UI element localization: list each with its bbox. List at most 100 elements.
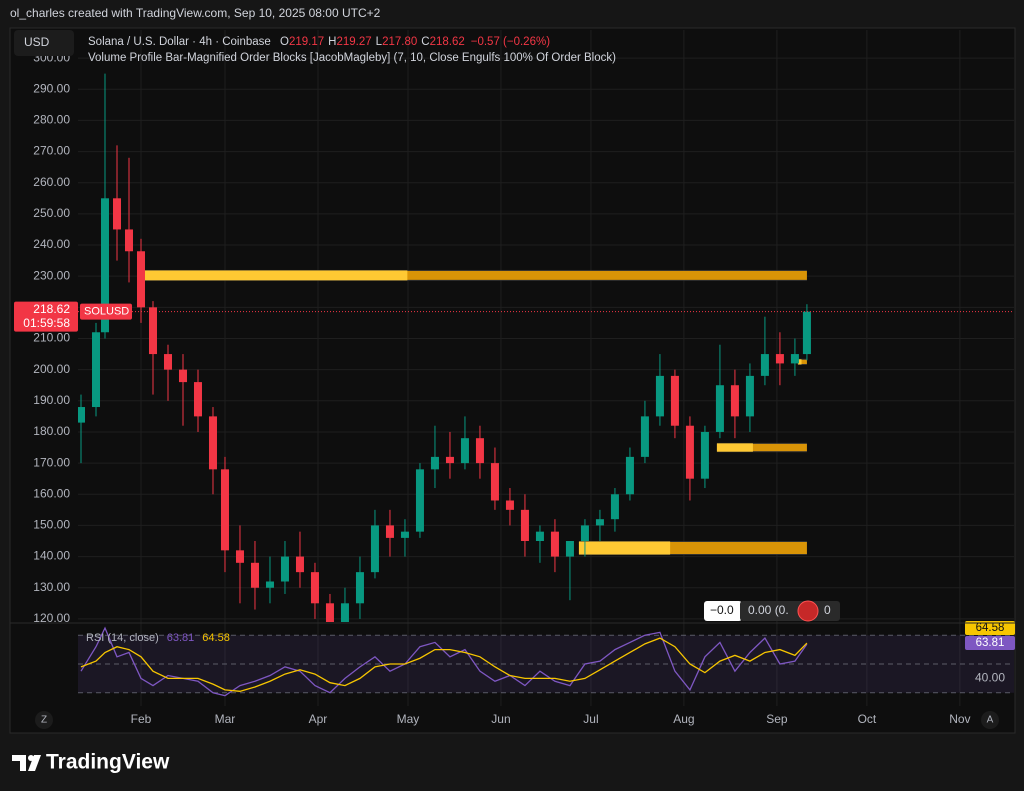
overlay-box (704, 601, 742, 621)
candle-body (136, 251, 145, 308)
y-tick-label: 280.00 (33, 113, 70, 127)
candle-body (385, 525, 394, 538)
candle-body (148, 307, 157, 355)
y-tick-label: 250.00 (33, 206, 70, 220)
ohlc-key: O (280, 36, 289, 48)
candle-body (475, 438, 484, 464)
x-tick-label: Mar (215, 712, 236, 726)
order-block-volume-peak (716, 443, 753, 452)
rsi-title: RSI (14, close) (86, 632, 159, 644)
candle-body (550, 531, 559, 557)
candle-body (760, 354, 769, 376)
currency[interactable]: USD (24, 35, 50, 49)
candle-body (505, 500, 514, 510)
candle-body (640, 416, 649, 457)
overlay-text: −0.0 (710, 603, 734, 617)
candle-body (625, 456, 634, 495)
candle-body (775, 354, 784, 364)
symbol: Solana / U.S. Dollar · 4h · Coinbase (88, 36, 271, 48)
candle-body (178, 369, 187, 383)
candle-body (715, 385, 724, 432)
candle-body (445, 456, 454, 464)
candle-body (355, 572, 364, 604)
x-tick-label: Aug (673, 712, 694, 726)
rsi-line (80, 626, 808, 697)
x-tick-label: May (397, 712, 420, 726)
candle-body (370, 525, 379, 573)
order-block-volume-peak (797, 359, 802, 365)
candle-body (280, 556, 289, 582)
candle-body (430, 456, 439, 470)
currency-button[interactable] (14, 30, 74, 56)
control-label[interactable]: A (987, 715, 994, 726)
y-tick-label: 160.00 (33, 486, 70, 500)
symbol-line: Solana / U.S. Dollar · 4h · Coinbase O21… (88, 36, 550, 48)
candle-body (802, 311, 811, 355)
candle-body (310, 572, 319, 604)
flag-icon[interactable] (797, 600, 819, 622)
y-tick-label: 230.00 (33, 268, 70, 282)
ohlc-key: C (421, 36, 429, 48)
countdown: 01:59:58 (23, 316, 70, 330)
y-tick-label: 40.00 (975, 671, 1005, 685)
y-tick-label: 270.00 (33, 144, 70, 158)
ohlc-value: 219.17 (289, 36, 324, 48)
change: −0.57 (−0.26%) (471, 36, 550, 48)
control-button[interactable] (35, 711, 53, 729)
ohlc-key: H (328, 36, 336, 48)
candle-body (340, 603, 349, 622)
candle-body (235, 550, 244, 563)
candle-body (460, 438, 469, 464)
candle-body (163, 354, 172, 370)
x-tick-label: Jun (491, 712, 510, 726)
candle-body (208, 416, 217, 470)
rsi-legend: RSI (14, close) 63.81 64.58 (86, 632, 230, 644)
overlay-text: 0 (824, 603, 831, 617)
control-label[interactable]: Z (41, 715, 47, 726)
candles (78, 73, 1014, 622)
y-tick-label: 200.00 (33, 362, 70, 376)
ohlc-value: 217.80 (382, 36, 417, 48)
order-block-volume (140, 270, 807, 280)
candle-body (78, 407, 85, 423)
candle-body (415, 469, 424, 532)
rsi-value-label: 63.81 (976, 637, 1005, 649)
ohlc-value: 218.62 (430, 36, 465, 48)
ohlc-value: 219.27 (336, 36, 371, 48)
candle-body (400, 531, 409, 538)
y-tick-label: 190.00 (33, 393, 70, 407)
candle-body (193, 382, 202, 417)
candle-body (790, 354, 799, 364)
x-tick-label: Sep (766, 712, 788, 726)
y-tick-label: 240.00 (33, 237, 70, 251)
candle-body (565, 540, 574, 557)
candle-body (670, 375, 679, 426)
candle-body (265, 581, 274, 588)
rsi-line (80, 637, 808, 692)
candle-body (295, 556, 304, 573)
brand-icon-dot (28, 755, 34, 761)
y-tick-label: 210.00 (33, 331, 70, 345)
caption: ol_charles created with TradingView.com,… (10, 6, 381, 20)
y-tick-label: 290.00 (33, 81, 70, 95)
candle-body (595, 519, 604, 526)
price-label-box (14, 301, 78, 332)
control-button[interactable] (981, 711, 999, 729)
x-tick-label: Feb (131, 712, 152, 726)
candle-body (91, 332, 100, 408)
candle-body (250, 562, 259, 588)
order-block-volume (797, 359, 807, 364)
x-tick-label: Nov (949, 712, 970, 726)
x-tick-label: Apr (309, 712, 328, 726)
y-tick-label: 130.00 (33, 580, 70, 594)
order-blocks (140, 269, 807, 556)
candle-body (112, 198, 121, 230)
symbol-tag-box (80, 303, 132, 320)
candle-body (610, 494, 619, 520)
candle-body (124, 229, 133, 252)
order-block-volume-peak (578, 541, 671, 555)
candle-body (730, 385, 739, 417)
candle-body (490, 463, 499, 501)
